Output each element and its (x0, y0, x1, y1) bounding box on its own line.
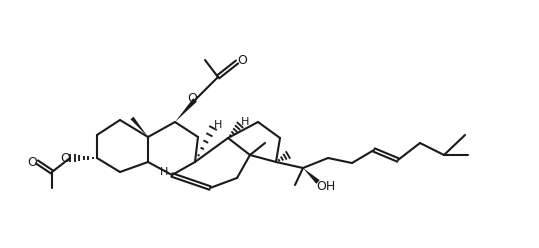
Text: O: O (237, 54, 247, 66)
Text: H: H (160, 167, 168, 177)
Text: OH: OH (316, 181, 336, 193)
Text: H: H (214, 120, 222, 130)
Text: O: O (27, 155, 37, 168)
Text: O: O (60, 152, 70, 164)
Text: H: H (241, 117, 249, 127)
Text: O: O (187, 92, 197, 104)
Polygon shape (175, 98, 197, 122)
Polygon shape (130, 117, 148, 137)
Polygon shape (303, 168, 320, 184)
